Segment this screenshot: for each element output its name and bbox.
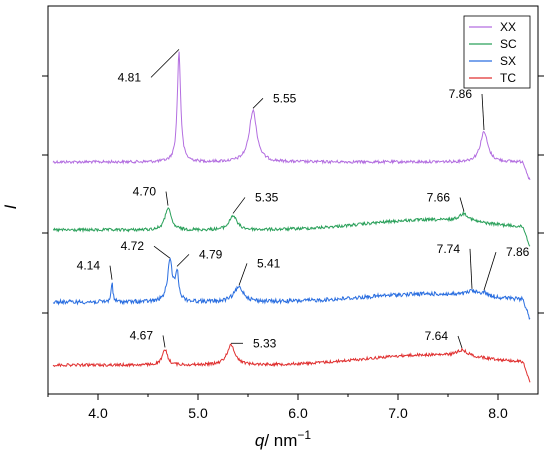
peak-label-sx-4: 7.74 [437, 242, 461, 256]
peak-leader-xx-0 [150, 49, 180, 78]
legend: XX SC SX TC [463, 15, 531, 89]
peak-label-sc-2: 7.66 [427, 190, 451, 204]
peak-leader-sx-1 [153, 245, 171, 259]
legend-label-tc: TC [500, 71, 516, 85]
peak-label-sc-1: 5.35 [255, 190, 279, 204]
legend-label-sx: SX [500, 54, 516, 68]
series-line-tc [52, 343, 531, 383]
peak-leader-sc-0 [165, 191, 169, 206]
peak-leader-tc-0 [162, 335, 166, 348]
peak-leader-xx-1 [252, 98, 264, 109]
x-tick-label-3: 7.0 [388, 405, 408, 421]
series-line-sc [53, 207, 531, 247]
peak-label-sx-2: 4.79 [199, 247, 223, 261]
legend-label-sc: SC [500, 37, 517, 51]
peak-leader-sx-3 [238, 263, 248, 286]
y-axis-label: I [1, 204, 20, 209]
series-layer [52, 51, 531, 383]
peak-leader-xx-2 [481, 93, 485, 130]
legend-box [463, 15, 531, 89]
peak-label-tc-2: 7.64 [425, 329, 449, 343]
peak-label-tc-1: 5.33 [253, 336, 277, 350]
x-tick-label-4: 8.0 [488, 405, 508, 421]
axis-layer: 4.0 5.0 6.0 7.0 8.0 [42, 75, 544, 421]
series-line-xx [52, 51, 531, 181]
legend-label-xx: XX [500, 20, 516, 34]
peak-leader-sx-0 [109, 265, 113, 280]
peak-label-xx-0: 4.81 [118, 70, 142, 84]
peak-label-xx-1: 5.55 [273, 91, 297, 105]
x-tick-label-0: 4.0 [88, 405, 108, 421]
plot-frame [47, 5, 539, 395]
peak-leader-sx-5 [483, 251, 497, 291]
x-axis-var: q [255, 431, 265, 450]
peak-leader-sc-1 [232, 197, 246, 214]
x-tick-label-1: 5.0 [188, 405, 208, 421]
peak-label-sx-0: 4.14 [77, 259, 101, 273]
peak-leader-sc-2 [459, 197, 465, 212]
peak-label-sx-5: 7.86 [506, 245, 530, 259]
x-axis-exp: −1 [297, 428, 311, 442]
peak-leader-tc-2 [457, 335, 463, 349]
peak-label-sx-3: 5.41 [257, 256, 281, 270]
x-tick-label-2: 6.0 [288, 405, 308, 421]
peak-leader-sx-4 [469, 248, 473, 289]
peak-leader-sx-2 [176, 254, 190, 267]
series-line-sx [52, 257, 531, 320]
peak-label-xx-2: 7.86 [449, 87, 473, 101]
x-axis-label: q/ nm−1 [255, 428, 312, 450]
annotation-layer: 4.81 5.55 7.86 4.70 5.35 7.66 4.14 4.72 4.79 5.41… [77, 49, 530, 350]
peak-label-sx-1: 4.72 [121, 239, 145, 253]
peak-label-sc-0: 4.70 [133, 185, 157, 199]
x-axis-unit: / nm [264, 431, 297, 450]
peak-label-tc-0: 4.67 [130, 328, 154, 342]
